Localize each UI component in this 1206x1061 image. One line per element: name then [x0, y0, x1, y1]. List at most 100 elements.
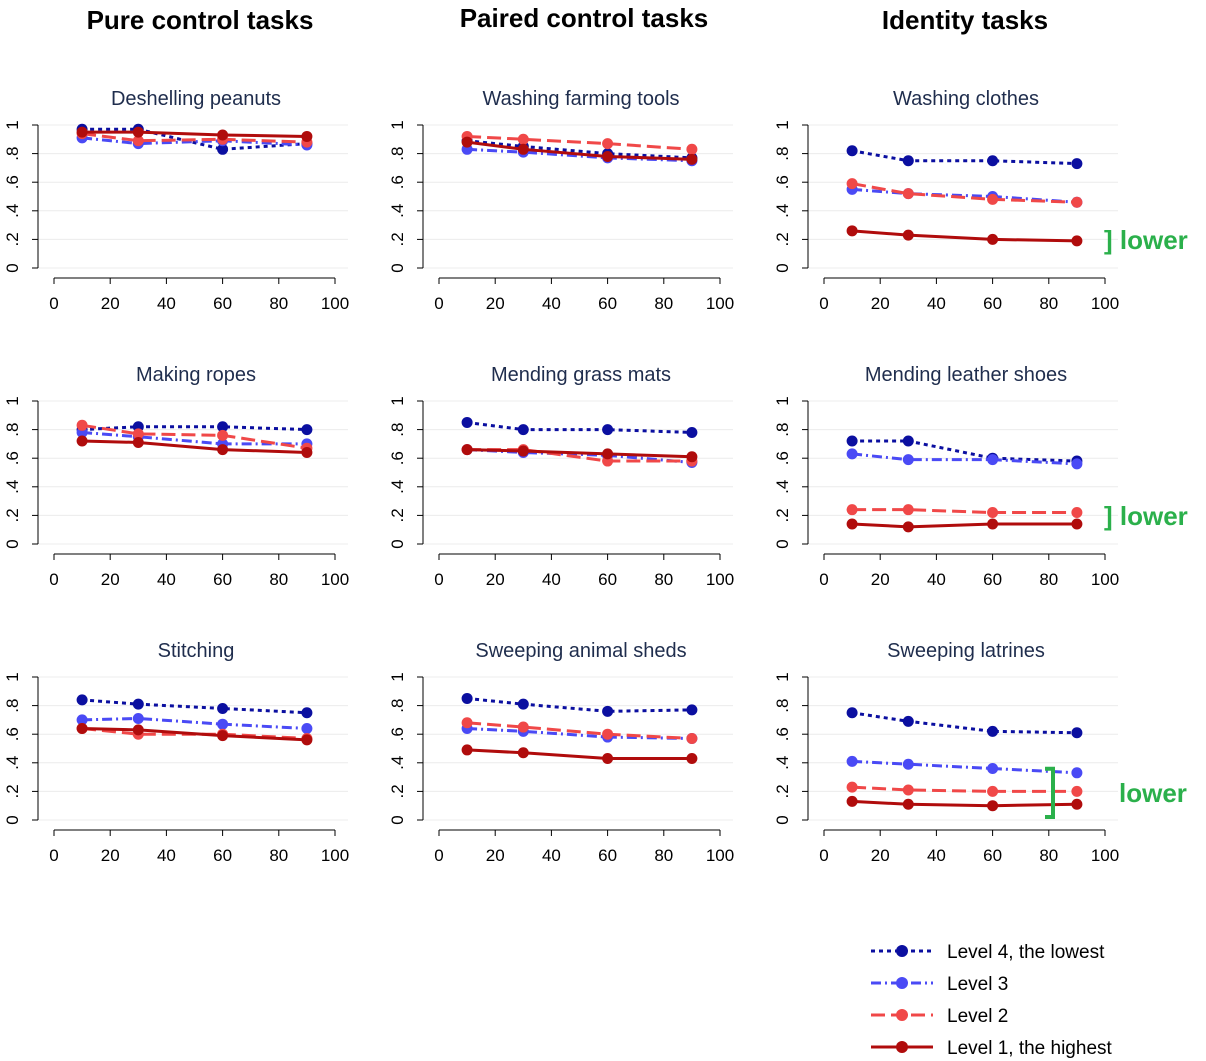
data-point	[1071, 798, 1083, 810]
data-point	[846, 504, 858, 516]
panel: Sweeping latrines 0 .2 .4 .6 .8 1 0 20 40 60 80 100 l…	[773, 640, 1187, 865]
data-point	[602, 753, 614, 765]
data-point	[301, 707, 313, 719]
x-tick-label: 20	[101, 294, 120, 313]
y-tick-label: .2	[773, 784, 792, 798]
x-tick-label: 60	[213, 846, 232, 865]
series-line	[81, 698, 307, 715]
data-point	[987, 763, 999, 775]
y-tick-label: 0	[388, 815, 407, 824]
x-tick-label: 80	[1039, 846, 1058, 865]
data-point	[987, 193, 999, 205]
series-line	[466, 696, 692, 713]
series-line	[466, 721, 692, 740]
series-line	[852, 522, 1077, 529]
legend-marker	[896, 977, 908, 989]
data-point	[987, 233, 999, 245]
y-tick-label: .6	[773, 451, 792, 465]
data-point	[461, 744, 473, 756]
y-tick-label: 1	[773, 120, 792, 129]
data-point	[1071, 518, 1083, 530]
y-tick-label: .2	[3, 784, 22, 798]
x-tick-label: 20	[871, 846, 890, 865]
data-point	[987, 725, 999, 737]
bracket	[1045, 766, 1055, 819]
data-point	[217, 421, 229, 433]
data-point	[602, 448, 614, 460]
data-point	[902, 229, 914, 241]
y-tick-label: .4	[388, 480, 407, 494]
x-tick-label: 20	[486, 570, 505, 589]
x-tick-label: 80	[654, 846, 673, 865]
data-point	[517, 133, 529, 145]
panel: Washing clothes 0 .2 .4 .6 .8 1 0 20 40 60 80 100] l…	[773, 88, 1188, 313]
y-tick-label: .6	[3, 451, 22, 465]
data-point	[301, 424, 313, 436]
data-point	[1071, 785, 1083, 797]
panel-title: Sweeping latrines	[887, 640, 1045, 662]
data-point	[301, 734, 313, 746]
y-tick-label: .4	[3, 480, 22, 494]
data-point	[846, 755, 858, 767]
y-tick-label: .4	[388, 756, 407, 770]
y-tick-label: .8	[773, 699, 792, 713]
y-tick-label: 1	[3, 396, 22, 405]
x-tick-label: 40	[927, 846, 946, 865]
data-point	[987, 518, 999, 530]
data-point	[1071, 507, 1083, 519]
y-tick-label: 0	[773, 539, 792, 548]
x-tick-label: 100	[1091, 570, 1119, 589]
data-point	[686, 451, 698, 463]
data-point	[686, 732, 698, 744]
data-point	[686, 753, 698, 765]
y-tick-label: .4	[773, 480, 792, 494]
y-tick-label: .2	[3, 508, 22, 522]
data-point	[846, 518, 858, 530]
y-tick-label: .8	[388, 423, 407, 437]
data-point	[987, 507, 999, 519]
y-tick-label: 0	[388, 539, 407, 548]
x-tick-label: 0	[819, 570, 828, 589]
data-point	[902, 435, 914, 447]
x-tick-label: 100	[321, 294, 349, 313]
data-point	[602, 138, 614, 150]
series-line	[852, 439, 1077, 463]
data-point	[1071, 235, 1083, 247]
x-tick-label: 40	[927, 294, 946, 313]
data-point	[217, 730, 229, 742]
data-point	[902, 504, 914, 516]
data-point	[602, 424, 614, 436]
data-point	[301, 130, 313, 142]
x-tick-label: 0	[434, 294, 443, 313]
series-line	[466, 140, 692, 161]
x-tick-label: 60	[213, 294, 232, 313]
series-line	[467, 134, 693, 151]
y-tick-label: .2	[773, 508, 792, 522]
data-point	[76, 419, 88, 431]
data-point	[217, 718, 229, 730]
data-point	[902, 155, 914, 167]
series-line	[81, 136, 307, 147]
panel-title: Sweeping animal sheds	[475, 640, 686, 662]
data-point	[132, 135, 144, 147]
x-tick-label: 100	[706, 294, 734, 313]
panel: Washing farming tools 0 .2 .4 .6 .8 1 0 20 40 60 80…	[388, 88, 734, 313]
series-line	[82, 130, 307, 138]
y-tick-label: .8	[3, 699, 22, 713]
panel-title: Deshelling peanuts	[111, 88, 281, 110]
series-line	[852, 785, 1077, 793]
x-tick-label: 100	[706, 846, 734, 865]
x-tick-label: 80	[269, 570, 288, 589]
legend-marker	[896, 945, 908, 957]
data-point	[461, 444, 473, 456]
lower-annotation: ] lower	[1104, 225, 1188, 255]
lower-annotation: lower	[1119, 778, 1187, 808]
x-tick-label: 80	[1039, 570, 1058, 589]
x-tick-label: 40	[157, 294, 176, 313]
y-tick-label: 0	[773, 815, 792, 824]
data-point	[217, 429, 229, 441]
x-tick-label: 0	[434, 846, 443, 865]
data-point	[1071, 158, 1083, 170]
